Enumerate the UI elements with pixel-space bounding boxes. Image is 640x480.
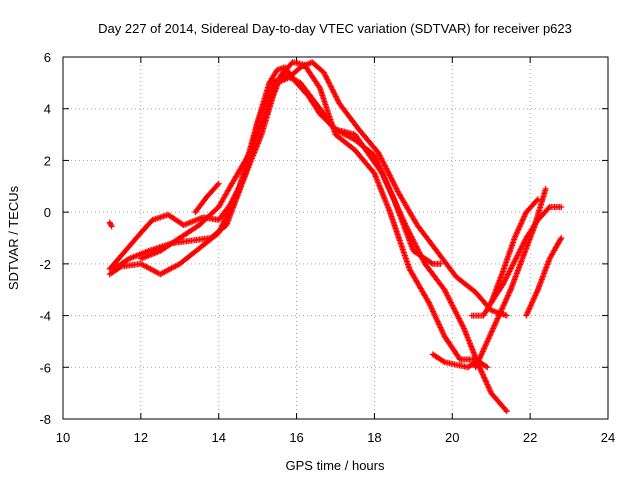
y-tick-label: -2 [39, 257, 51, 272]
series-arc-5 [192, 180, 222, 216]
data-point [545, 205, 552, 212]
data-point [108, 222, 115, 229]
x-tick-label: 18 [367, 430, 381, 445]
data-point [437, 260, 444, 267]
data-point [542, 185, 549, 192]
series-arc-10 [523, 235, 565, 319]
data-point [316, 83, 323, 90]
series-arc-9 [488, 196, 541, 306]
data-point [503, 312, 510, 319]
data-points [106, 59, 565, 415]
x-tick-label: 10 [56, 430, 70, 445]
data-point [558, 203, 565, 210]
x-tick-label: 20 [445, 430, 459, 445]
data-point [108, 223, 115, 230]
chart-title: Day 227 of 2014, Sidereal Day-to-day VTE… [98, 21, 572, 36]
y-tick-labels: -8 -6 -4 -2 0 2 4 6 [39, 50, 51, 427]
x-axis-title: GPS time / hours [286, 458, 385, 473]
y-tick-label: -4 [39, 309, 51, 324]
data-point [440, 358, 447, 365]
x-tick-labels: 10 12 14 16 18 20 22 24 [56, 430, 615, 445]
y-tick-label: -8 [39, 412, 51, 427]
x-tick-label: 16 [289, 430, 303, 445]
y-tick-label: -6 [39, 360, 51, 375]
data-point [558, 235, 565, 241]
series-arc-3 [106, 59, 491, 371]
plot-frame [62, 56, 609, 420]
x-tick-label: 22 [523, 430, 537, 445]
series-arc-7 [472, 185, 549, 371]
data-point [557, 236, 564, 243]
y-tick-label: 4 [44, 102, 51, 117]
y-tick-label: 0 [44, 205, 51, 220]
gridlines [63, 57, 608, 419]
data-point [483, 363, 490, 370]
data-point [534, 196, 541, 203]
x-tick-label: 14 [211, 430, 225, 445]
data-point [533, 197, 540, 204]
series-arc-11 [106, 219, 115, 230]
axis-ticks [62, 56, 609, 420]
data-point [484, 364, 491, 371]
x-tick-label: 12 [134, 430, 148, 445]
y-axis-title: SDTVAR / TECUs [6, 185, 21, 290]
y-tick-label: 2 [44, 153, 51, 168]
data-point [503, 408, 510, 415]
data-point [215, 180, 222, 187]
x-tick-label: 24 [601, 430, 615, 445]
data-point [428, 259, 435, 266]
data-point [502, 407, 509, 414]
series-arc-4 [137, 59, 510, 319]
y-tick-label: 6 [44, 50, 51, 65]
data-point [214, 181, 221, 188]
